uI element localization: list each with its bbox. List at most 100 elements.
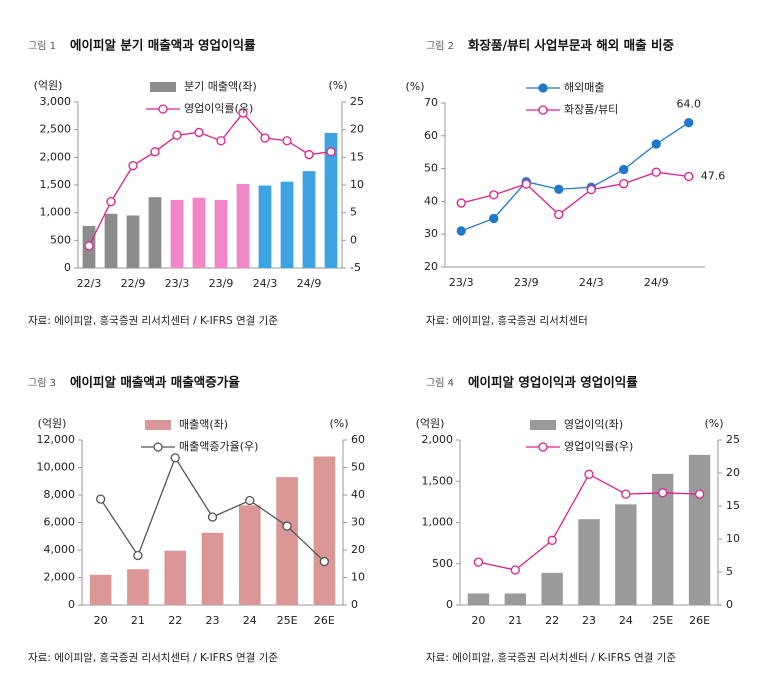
legend-marker (158, 104, 168, 114)
x-tick-label: 24 (243, 614, 257, 627)
chart-title: 에이피알 매출액과 매출액증가율 (70, 375, 240, 390)
y-tick-label: 2,000 (44, 571, 76, 584)
bar (104, 213, 118, 268)
source-note: 자료: 에이피알, 흥국증권 리서치센터 / K-IFRS 연결 기준 (426, 651, 676, 664)
x-tick-label: 24/3 (253, 277, 278, 290)
x-tick-label: 24 (619, 614, 633, 627)
bar (127, 569, 149, 605)
marker (456, 198, 466, 208)
y-tick-label: 2,500 (40, 123, 72, 136)
y-tick-label: 2,000 (422, 433, 454, 446)
marker (150, 147, 160, 157)
y2-tick-label: 0 (726, 598, 733, 611)
y-unit: (%) (405, 80, 424, 93)
bar (313, 456, 336, 605)
marker (658, 488, 668, 498)
x-tick-label: 24/9 (297, 277, 322, 290)
y-tick-label: 8,000 (44, 488, 76, 501)
marker (319, 556, 330, 567)
marker (238, 108, 248, 118)
y2-tick-label: 10 (351, 571, 365, 584)
x-tick-label: 25E (277, 614, 298, 627)
x-tick-label: 22 (168, 614, 182, 627)
bar (148, 197, 162, 268)
source-note: 자료: 에이피알, 흥국증권 리서치센터 / K-IFRS 연결 기준 (28, 314, 278, 327)
y2-tick-label: -5 (350, 261, 361, 274)
bar (276, 477, 298, 605)
marker (651, 139, 661, 149)
legend-label: 화장품/뷰티 (564, 103, 618, 116)
marker (489, 190, 499, 200)
y-unit: (억원) (34, 79, 63, 92)
marker (304, 149, 314, 160)
x-tick-label: 23 (582, 614, 596, 627)
x-tick-label: 23/9 (209, 277, 234, 290)
x-tick-label: 24/3 (579, 276, 604, 289)
bar (192, 197, 206, 268)
marker (245, 495, 255, 506)
y2-tick-label: 40 (351, 488, 365, 501)
legend-label: 분기 매출액(좌) (184, 80, 257, 93)
bar (236, 183, 250, 268)
x-tick-label: 23 (206, 614, 220, 627)
x-tick-label: 22 (545, 614, 559, 627)
y-tick-label: 60 (424, 129, 438, 142)
value-label: 64.0 (677, 98, 702, 111)
y-tick-label: 6,000 (44, 516, 76, 529)
marker (95, 494, 106, 504)
bar (324, 132, 338, 268)
x-tick-label: 23/3 (165, 277, 190, 290)
x-tick-label: 23/3 (449, 276, 474, 289)
y-tick-label: 1,500 (40, 178, 72, 191)
y-unit: (억원) (38, 417, 67, 430)
bar (258, 185, 272, 268)
y-tick-label: 2,000 (40, 150, 72, 163)
y-tick-label: 500 (432, 557, 453, 570)
bar (238, 505, 261, 605)
x-tick-label: 26E (314, 614, 335, 627)
bar (504, 593, 526, 605)
y2-tick-label: 50 (351, 461, 365, 474)
y-tick-label: 1,000 (40, 206, 72, 219)
y2-unit: (%) (328, 79, 347, 92)
y-tick-label: 0 (446, 598, 453, 611)
y-tick-label: 40 (424, 194, 438, 207)
legend-marker (538, 105, 548, 115)
bar (302, 171, 316, 268)
bar (201, 532, 224, 605)
marker (586, 184, 596, 195)
marker (473, 557, 484, 567)
y-tick-label: 1,500 (422, 474, 454, 487)
x-tick-label: 20 (94, 614, 108, 627)
y-tick-label: 10,000 (37, 461, 76, 474)
marker (282, 521, 292, 531)
bar (652, 473, 674, 605)
bar (578, 519, 600, 605)
marker (326, 147, 336, 157)
marker (547, 535, 557, 545)
legend-marker (153, 442, 163, 452)
legend-label: 매출액(좌) (179, 418, 228, 431)
marker (216, 136, 226, 146)
bar (164, 550, 187, 605)
y-tick-label: 4,000 (44, 543, 76, 556)
marker (619, 179, 629, 189)
line (461, 171, 689, 216)
y-tick-label: 3,000 (40, 95, 72, 108)
marker (684, 118, 694, 128)
chart-title: 화장품/뷰티 사업부문과 해외 매출 비중 (468, 38, 674, 53)
legend-swatch (145, 420, 171, 430)
y-tick-label: 30 (424, 227, 438, 240)
marker (521, 179, 531, 189)
marker (282, 136, 292, 146)
y2-tick-label: 60 (351, 433, 365, 446)
y2-tick-label: 30 (351, 516, 365, 529)
y2-tick-label: 20 (351, 543, 365, 556)
y2-tick-label: 15 (350, 150, 364, 163)
legend-label: 영업이익(좌) (564, 418, 623, 431)
y2-tick-label: 0 (351, 598, 358, 611)
marker (106, 196, 116, 207)
marker (170, 453, 180, 463)
marker (128, 160, 138, 171)
